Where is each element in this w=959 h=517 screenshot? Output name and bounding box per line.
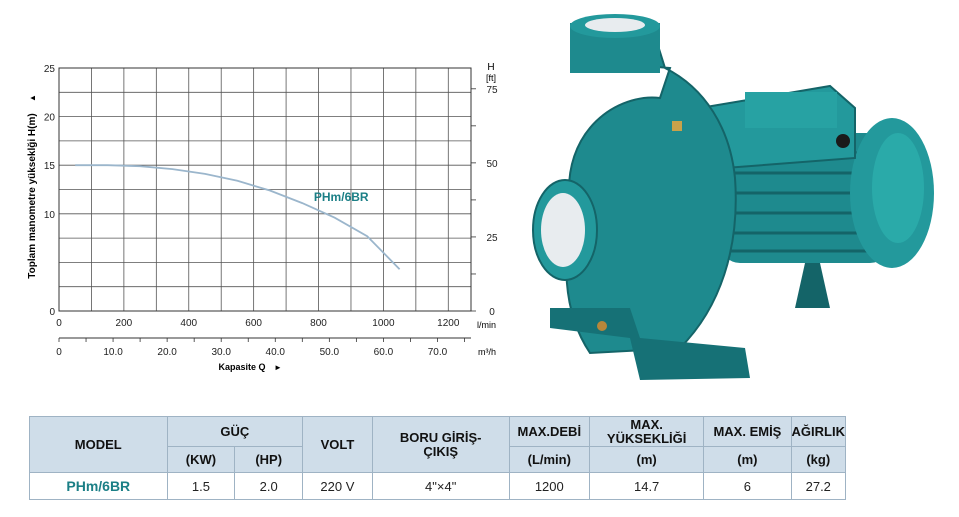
th-max-suction-unit: (m)	[703, 446, 792, 473]
motor-foot	[795, 263, 830, 308]
right-y-tick-label: 25	[486, 233, 498, 244]
th-model: MODEL	[29, 416, 168, 473]
chart-axes	[58, 67, 476, 342]
x-tick-label-m3h: 60.0	[374, 347, 394, 358]
right-axis-title: H	[487, 62, 494, 73]
outlet-opening	[585, 18, 645, 32]
chart-series: PHm/6BR	[75, 164, 401, 270]
chart-ticks: 0 10 15 20 25 0 25 50 75 0 200 400 600 800 1000 1200 0 10…	[44, 64, 498, 358]
th-power-hp: (HP)	[234, 446, 303, 473]
inlet-opening	[541, 193, 585, 267]
plot-frame	[58, 67, 472, 312]
x-tick-label-m3h: 40.0	[266, 347, 286, 358]
cell-max-head: 14.7	[589, 472, 705, 500]
x-tick-label-m3h: 50.0	[320, 347, 340, 358]
table-row: PHm/6BR 1.5 2.0 220 V 4"×4" 1200 14.7 6 …	[29, 472, 847, 500]
th-max-suction: MAX. EMİŞ	[703, 416, 792, 447]
th-max-flow: MAX.DEBİ	[508, 416, 591, 447]
x-axis-arrow: ►	[274, 363, 282, 372]
y-axis-arrow: ▲	[28, 94, 37, 102]
series-label-phm6br: PHm/6BR	[314, 190, 369, 204]
spec-table: MODEL GÜÇ VOLT BORU GİRİŞ-ÇIKIŞ MAX.DEBİ…	[29, 416, 847, 500]
series-line-phm6br	[75, 164, 401, 270]
th-weight: AĞIRLIK	[790, 416, 847, 447]
cell-weight: 27.2	[790, 472, 847, 500]
x-tick-label-m3h: 70.0	[428, 347, 448, 358]
th-power: GÜÇ	[166, 416, 304, 447]
th-volt: VOLT	[302, 416, 373, 473]
th-max-head: MAX. YÜKSEKLİĞİ	[589, 416, 705, 447]
terminal-box-lid	[745, 92, 837, 128]
brass-plug	[597, 321, 607, 331]
motor-end-highlight	[872, 133, 924, 243]
right-axis-unit: [ft]	[486, 73, 496, 83]
cell-model: PHm/6BR	[29, 472, 168, 500]
th-weight-unit: (kg)	[790, 446, 847, 473]
cell-hp: 2.0	[234, 472, 303, 500]
cell-pipe: 4"×4"	[371, 472, 510, 500]
x-tick-label-lmin: 400	[180, 318, 197, 329]
th-power-kw: (KW)	[166, 446, 236, 473]
x-tick-label-lmin: 1000	[372, 318, 395, 329]
x-tick-label-lmin: 200	[116, 318, 133, 329]
left-y-tick-label: 0	[49, 307, 55, 318]
x-tick-label-m3h: 10.0	[103, 347, 123, 358]
x-tick-label-lmin: 1200	[437, 318, 460, 329]
right-y-tick-label: 75	[486, 85, 498, 96]
right-y-tick-label: 50	[486, 159, 498, 170]
cell-max-suction: 6	[703, 472, 792, 500]
brass-vent	[672, 121, 682, 131]
y-axis-label: Toplam manometre yükseklği H(m)	[27, 113, 38, 278]
x-tick-label-m3h: 30.0	[211, 347, 231, 358]
left-y-tick-label: 15	[44, 161, 56, 172]
left-y-tick-label: 25	[44, 64, 56, 75]
left-y-tick-label: 20	[44, 113, 56, 124]
th-max-flow-unit: (L/min)	[508, 446, 591, 473]
pump-curve-chart: 0 10 15 20 25 0 25 50 75 0 200 400 600 800 1000 1200 0 10…	[27, 62, 498, 372]
x-tick-label-lmin: 0	[56, 318, 62, 329]
x-unit-lmin: l/min	[477, 320, 496, 330]
cable-gland	[836, 134, 850, 148]
pump-image	[532, 14, 934, 380]
x-tick-label-lmin: 600	[245, 318, 262, 329]
x-tick-label-m3h: 0	[56, 347, 62, 358]
x-tick-label-m3h: 20.0	[157, 347, 177, 358]
cell-max-flow: 1200	[508, 472, 591, 500]
th-max-head-unit: (m)	[589, 446, 705, 473]
x-unit-m3h: m³/h	[478, 347, 496, 357]
cell-kw: 1.5	[166, 472, 236, 500]
cell-volt: 220 V	[302, 472, 373, 500]
left-y-tick-label: 10	[44, 210, 56, 221]
x-tick-label-lmin: 800	[310, 318, 327, 329]
right-y-tick-label: 0	[489, 307, 495, 318]
x-axis-label: Kapasite Q	[218, 362, 265, 372]
th-pipe: BORU GİRİŞ-ÇIKIŞ	[371, 416, 510, 473]
